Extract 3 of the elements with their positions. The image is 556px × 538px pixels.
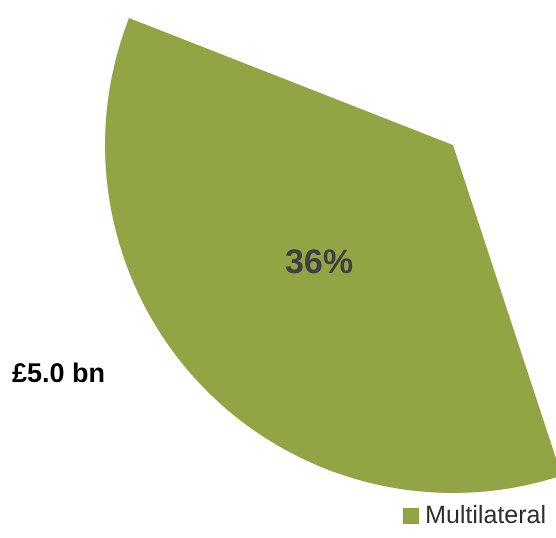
legend-label: Multilateral (425, 501, 546, 530)
text: £5.0 bn (12, 358, 106, 389)
data-label: 36% (285, 242, 354, 281)
